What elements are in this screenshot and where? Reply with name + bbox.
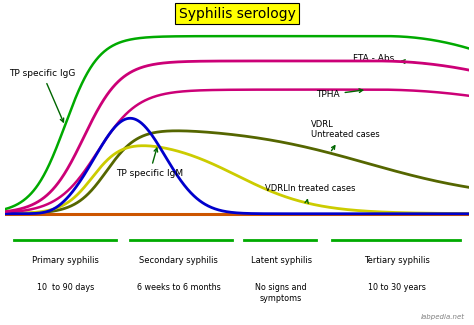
- Text: TPHA: TPHA: [316, 89, 363, 99]
- Text: FTA - Abs: FTA - Abs: [353, 54, 429, 64]
- Text: Latent syphilis: Latent syphilis: [251, 256, 312, 265]
- Text: VDRLIn treated cases: VDRLIn treated cases: [265, 184, 356, 203]
- Text: VDRL
Untreated cases: VDRL Untreated cases: [311, 120, 380, 151]
- Text: 10 to 30 years: 10 to 30 years: [368, 283, 426, 292]
- Text: Syphilis serology: Syphilis serology: [179, 7, 295, 21]
- Text: 10  to 90 days: 10 to 90 days: [36, 283, 94, 292]
- Text: No signs and
symptoms: No signs and symptoms: [255, 283, 307, 303]
- Text: TP specific IgM: TP specific IgM: [116, 148, 183, 177]
- Text: Secondary syphilis: Secondary syphilis: [139, 256, 219, 265]
- Text: 6 weeks to 6 months: 6 weeks to 6 months: [137, 283, 221, 292]
- Text: Primary syphilis: Primary syphilis: [32, 256, 99, 265]
- Text: labpedia.net: labpedia.net: [420, 314, 465, 320]
- Text: Tertiary syphilis: Tertiary syphilis: [365, 256, 430, 265]
- Text: TP specific IgG: TP specific IgG: [9, 69, 76, 122]
